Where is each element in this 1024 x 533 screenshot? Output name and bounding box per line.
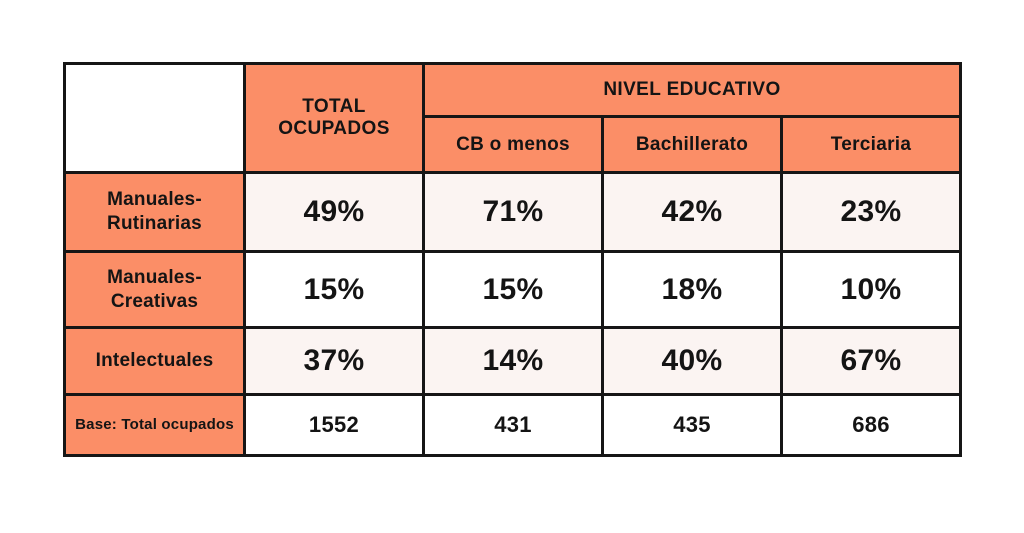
row-label: Manuales-Rutinarias xyxy=(63,171,246,253)
data-cell: 71% xyxy=(422,171,604,253)
data-cell: 23% xyxy=(780,171,962,253)
data-cell: 49% xyxy=(243,171,425,253)
data-cell: 14% xyxy=(422,326,604,396)
data-cell: 42% xyxy=(601,171,783,253)
data-cell: 18% xyxy=(601,250,783,329)
table-row-manuales-creativas: Manuales-Creativas 15% 15% 18% 10% xyxy=(63,250,962,329)
data-cell: 686 xyxy=(780,393,962,457)
data-cell: 37% xyxy=(243,326,425,396)
data-cell: 67% xyxy=(780,326,962,396)
row-label: Intelectuales xyxy=(63,326,246,396)
data-cell: 15% xyxy=(422,250,604,329)
data-cell: 15% xyxy=(243,250,425,329)
row-label: Manuales-Creativas xyxy=(63,250,246,329)
data-cell: 10% xyxy=(780,250,962,329)
table-row-base-total: Base: Total ocupados 1552 431 435 686 xyxy=(63,393,962,457)
header-terciaria: Terciaria xyxy=(780,115,962,174)
data-cell: 431 xyxy=(422,393,604,457)
blank-corner-cell xyxy=(63,62,246,174)
header-nivel-educativo: NIVEL EDUCATIVO xyxy=(422,62,962,118)
results-table: TOTAL OCUPADOS NIVEL EDUCATIVO CB o meno… xyxy=(63,62,962,457)
data-cell: 435 xyxy=(601,393,783,457)
header-total-ocupados: TOTAL OCUPADOS xyxy=(243,62,425,174)
row-label: Base: Total ocupados xyxy=(63,393,246,457)
table-row-intelectuales: Intelectuales 37% 14% 40% 67% xyxy=(63,326,962,396)
data-cell: 40% xyxy=(601,326,783,396)
header-bachillerato: Bachillerato xyxy=(601,115,783,174)
header-cb-o-menos: CB o menos xyxy=(422,115,604,174)
data-cell: 1552 xyxy=(243,393,425,457)
table-row-manuales-rutinarias: Manuales-Rutinarias 49% 71% 42% 23% xyxy=(63,171,962,253)
